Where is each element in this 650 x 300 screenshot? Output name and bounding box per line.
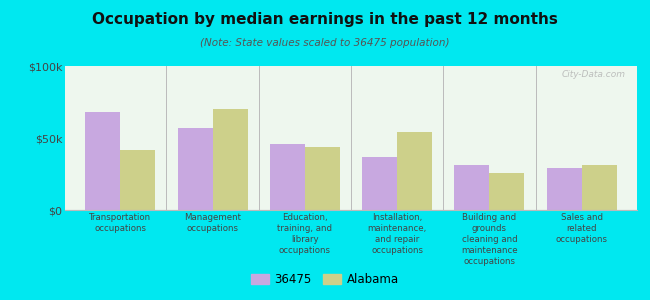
- Bar: [177, 128, 213, 210]
- Bar: [213, 109, 248, 210]
- Bar: [547, 168, 582, 210]
- Text: (Note: State values scaled to 36475 population): (Note: State values scaled to 36475 popu…: [200, 38, 450, 47]
- Bar: [270, 144, 305, 210]
- Text: City-Data.com: City-Data.com: [562, 70, 625, 79]
- Legend: 36475, Alabama: 36475, Alabama: [246, 269, 404, 291]
- Bar: [120, 149, 155, 210]
- Bar: [85, 112, 120, 210]
- Bar: [454, 165, 489, 210]
- Bar: [362, 157, 397, 210]
- Bar: [397, 132, 432, 210]
- Bar: [582, 165, 617, 210]
- Bar: [305, 147, 340, 210]
- Bar: [489, 172, 525, 210]
- Text: Occupation by median earnings in the past 12 months: Occupation by median earnings in the pas…: [92, 12, 558, 27]
